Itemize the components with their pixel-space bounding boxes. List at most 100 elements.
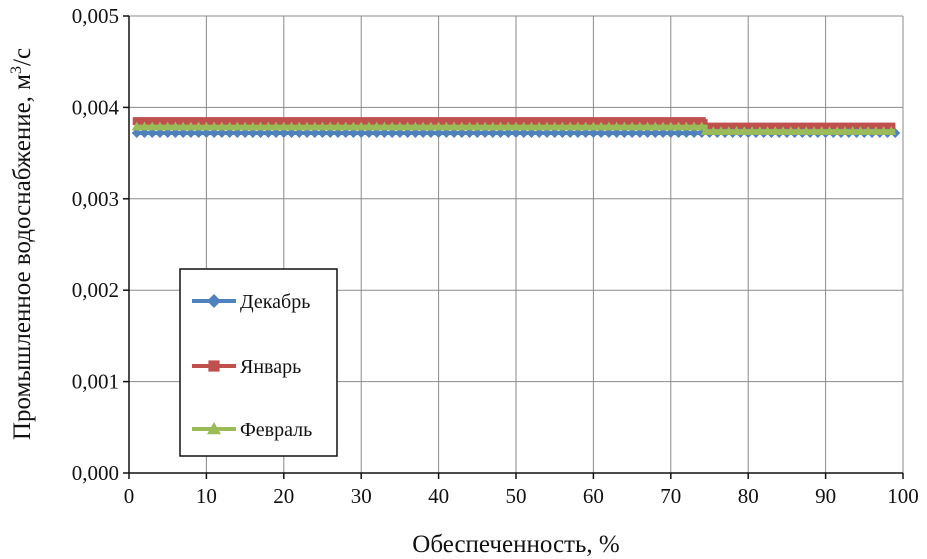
data-point-diamond: [603, 127, 614, 138]
data-point-square: [163, 117, 172, 126]
data-point-diamond: [209, 127, 220, 138]
x-tick-label: 40: [428, 484, 449, 508]
data-point-triangle: [541, 121, 552, 131]
data-point-triangle: [565, 121, 576, 131]
data-point-triangle: [425, 121, 436, 131]
data-point-square: [372, 117, 381, 126]
data-point-square: [589, 117, 598, 126]
y-tick-label: 0,001: [72, 370, 119, 394]
data-point-triangle: [596, 121, 607, 131]
data-point-diamond: [534, 127, 545, 138]
y-tick-label: 0,005: [72, 4, 119, 28]
data-point-triangle: [611, 121, 622, 131]
data-point-diamond: [325, 127, 336, 138]
y-tick-label: 0,002: [72, 278, 119, 302]
data-point-square: [217, 117, 226, 126]
data-point-square: [442, 117, 451, 126]
data-point-diamond: [371, 127, 382, 138]
data-point-square: [612, 117, 621, 126]
data-point-diamond: [541, 127, 552, 138]
data-point-triangle: [332, 121, 343, 131]
data-point-triangle: [402, 121, 413, 131]
data-point-square: [287, 117, 296, 126]
data-point-square: [481, 117, 490, 126]
data-point-triangle: [201, 121, 212, 131]
data-point-triangle: [650, 121, 661, 131]
data-point-diamond: [170, 127, 181, 138]
data-point-diamond: [394, 127, 405, 138]
data-point-triangle: [762, 126, 773, 135]
data-point-triangle: [511, 121, 521, 131]
data-point-diamond: [201, 127, 212, 138]
data-point-diamond: [480, 127, 491, 138]
x-tick-label: 80: [738, 484, 759, 508]
data-point-triangle: [824, 126, 835, 135]
data-point-square: [558, 117, 567, 126]
data-point-triangle: [847, 126, 858, 135]
data-point-triangle: [689, 121, 700, 131]
data-point-triangle: [642, 121, 653, 131]
data-point-diamond: [224, 127, 235, 138]
data-point-diamond: [185, 127, 196, 138]
data-point-square: [208, 360, 220, 372]
data-point-triangle: [534, 121, 545, 131]
data-point-square: [349, 117, 358, 126]
data-point-triangle: [731, 126, 742, 135]
data-point-diamond: [425, 127, 436, 138]
data-point-triangle: [785, 126, 796, 135]
data-point-diamond: [286, 127, 297, 138]
data-point-diamond: [634, 127, 645, 138]
data-point-triangle: [526, 121, 537, 131]
data-point-diamond: [178, 127, 189, 138]
data-point-square: [395, 117, 404, 126]
data-point-square: [512, 117, 520, 126]
legend-item: Февраль: [192, 419, 312, 441]
data-point-diamond: [410, 127, 421, 138]
data-point-diamond: [271, 127, 282, 138]
data-point-square: [659, 117, 668, 126]
x-tick-label: 70: [660, 484, 681, 508]
data-point-triangle: [723, 126, 734, 135]
data-point-triangle: [247, 121, 258, 131]
x-tick-label: 0: [124, 484, 135, 508]
data-point-triangle: [441, 121, 452, 131]
data-point-triangle: [495, 121, 506, 131]
data-point-square: [620, 117, 629, 126]
data-point-triangle: [580, 121, 591, 131]
data-point-triangle: [240, 121, 251, 131]
x-tick-label: 30: [351, 484, 372, 508]
data-point-triangle: [778, 126, 789, 135]
data-point-diamond: [294, 127, 305, 138]
data-point-square: [697, 117, 706, 126]
data-point-square: [364, 117, 373, 126]
data-point-diamond: [154, 127, 165, 138]
data-point-diamond: [472, 127, 483, 138]
data-point-triangle: [754, 126, 765, 135]
y-axis-title-sup: 3: [8, 66, 25, 74]
data-point-square: [628, 117, 637, 126]
data-point-diamond: [418, 127, 429, 138]
data-point-triangle: [271, 121, 282, 131]
data-point-triangle: [216, 121, 227, 131]
x-tick-label: 100: [887, 484, 919, 508]
data-point-square: [597, 117, 606, 126]
data-point-diamond: [650, 127, 661, 138]
data-point-triangle: [387, 121, 398, 131]
data-point-square: [179, 117, 188, 126]
y-tick-label: 0,004: [72, 95, 120, 119]
data-point-triangle: [185, 121, 196, 131]
data-point-square: [566, 117, 575, 126]
data-point-triangle: [770, 126, 781, 135]
data-point-triangle: [673, 121, 684, 131]
data-point-triangle: [696, 121, 707, 131]
data-point-diamond: [526, 127, 537, 138]
data-point-square: [643, 117, 652, 126]
data-point-square: [635, 117, 644, 126]
data-point-diamond: [572, 127, 583, 138]
data-point-triangle: [433, 121, 444, 131]
y-axis-title: Промышленное водоснабжение, м3/с: [8, 48, 36, 440]
data-point-diamond: [193, 127, 204, 138]
data-point-square: [295, 117, 304, 126]
data-point-triangle: [816, 126, 827, 135]
